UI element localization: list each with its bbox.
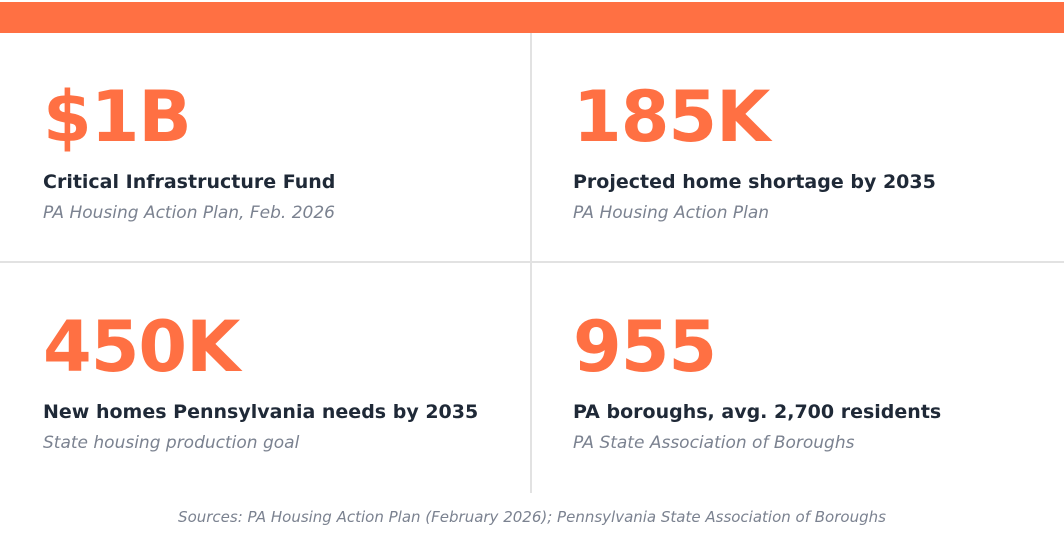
stat-source: PA Housing Action Plan: [573, 203, 770, 223]
stat-value: $1B: [43, 76, 192, 158]
sources-note: Sources: PA Housing Action Plan (Februar…: [178, 508, 886, 526]
stat-cell: $1B Critical Infrastructure Fund PA Housin…: [0, 33, 532, 263]
stat-label: Critical Infrastructure Fund: [43, 171, 336, 193]
stat-value: 185K: [573, 76, 770, 158]
stat-cell: 185K Projected home shortage by 2035 PA Ho…: [532, 33, 1064, 263]
stat-grid: $1B Critical Infrastructure Fund PA Housin…: [0, 33, 1064, 493]
accent-bar: [0, 2, 1064, 33]
stat-value: 450K: [43, 306, 240, 388]
stat-cell: 450K New homes Pennsylvania needs by 2035…: [0, 263, 532, 493]
stat-source: State housing production goal: [43, 433, 300, 453]
stat-source: PA State Association of Boroughs: [573, 433, 855, 453]
stat-cell: 955 PA boroughs, avg. 2,700 residents PA S…: [532, 263, 1064, 493]
stat-source: PA Housing Action Plan, Feb. 2026: [43, 203, 335, 223]
stat-label: New homes Pennsylvania needs by 2035: [43, 401, 479, 423]
stat-label: PA boroughs, avg. 2,700 residents: [573, 401, 942, 423]
stat-label: Projected home shortage by 2035: [573, 171, 936, 193]
stat-value: 955: [573, 306, 717, 388]
